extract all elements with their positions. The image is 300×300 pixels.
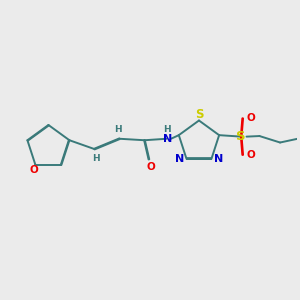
Text: O: O — [30, 165, 38, 175]
Text: N: N — [163, 134, 172, 144]
Text: O: O — [146, 162, 155, 172]
Text: O: O — [247, 113, 255, 123]
Text: N: N — [175, 154, 184, 164]
Text: H: H — [114, 125, 122, 134]
Text: S: S — [195, 108, 203, 121]
Text: O: O — [247, 150, 255, 160]
Text: S: S — [236, 130, 246, 143]
Text: H: H — [92, 154, 100, 163]
Text: N: N — [214, 154, 224, 164]
Text: H: H — [163, 125, 170, 134]
